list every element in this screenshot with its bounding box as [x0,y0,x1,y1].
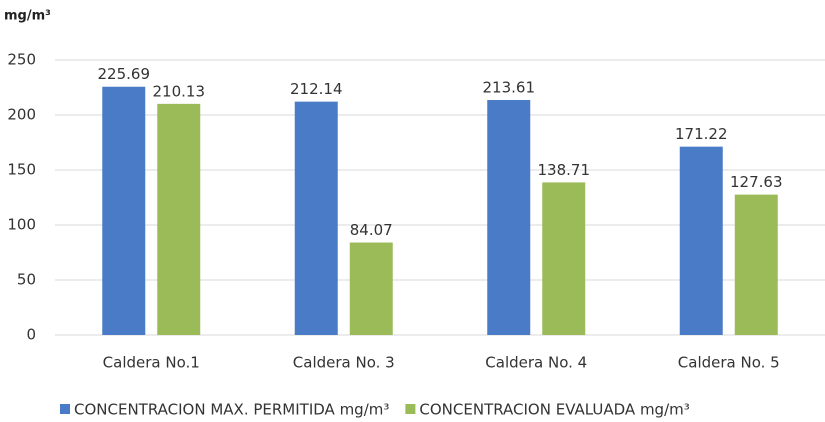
y-tick-label: 0 [26,326,36,344]
y-tick-label: 250 [7,51,36,69]
legend-swatch [60,404,70,414]
value-label: 212.14 [290,80,343,98]
bar [157,103,201,336]
x-tick-label: Caldera No. 4 [485,354,587,372]
y-tick-label: 100 [7,216,36,234]
value-label: 171.22 [675,125,728,143]
value-label: 84.07 [350,221,393,239]
bar [487,100,531,336]
value-label: 210.13 [153,82,206,100]
value-label: 213.61 [483,79,536,97]
y-tick-label: 150 [7,161,36,179]
bar [102,86,146,335]
value-label: 127.63 [730,173,783,191]
y-axis-label: mg/m³ [4,9,51,24]
bar [294,101,338,336]
value-label: 225.69 [98,65,151,83]
y-tick-label: 200 [7,106,36,124]
value-label: 138.71 [538,161,591,179]
bar [542,182,586,335]
x-tick-label: Caldera No.1 [103,354,200,372]
x-tick-label: Caldera No. 3 [293,354,395,372]
legend-label: CONCENTRACION EVALUADA mg/m³ [419,401,689,419]
bar [349,242,393,335]
bar [679,146,723,335]
legend-swatch [405,404,416,414]
bar [734,194,778,335]
x-tick-label: Caldera No. 5 [678,354,780,372]
legend-label: CONCENTRACION MAX. PERMITIDA mg/m³ [74,401,389,419]
y-tick-label: 50 [17,271,36,289]
